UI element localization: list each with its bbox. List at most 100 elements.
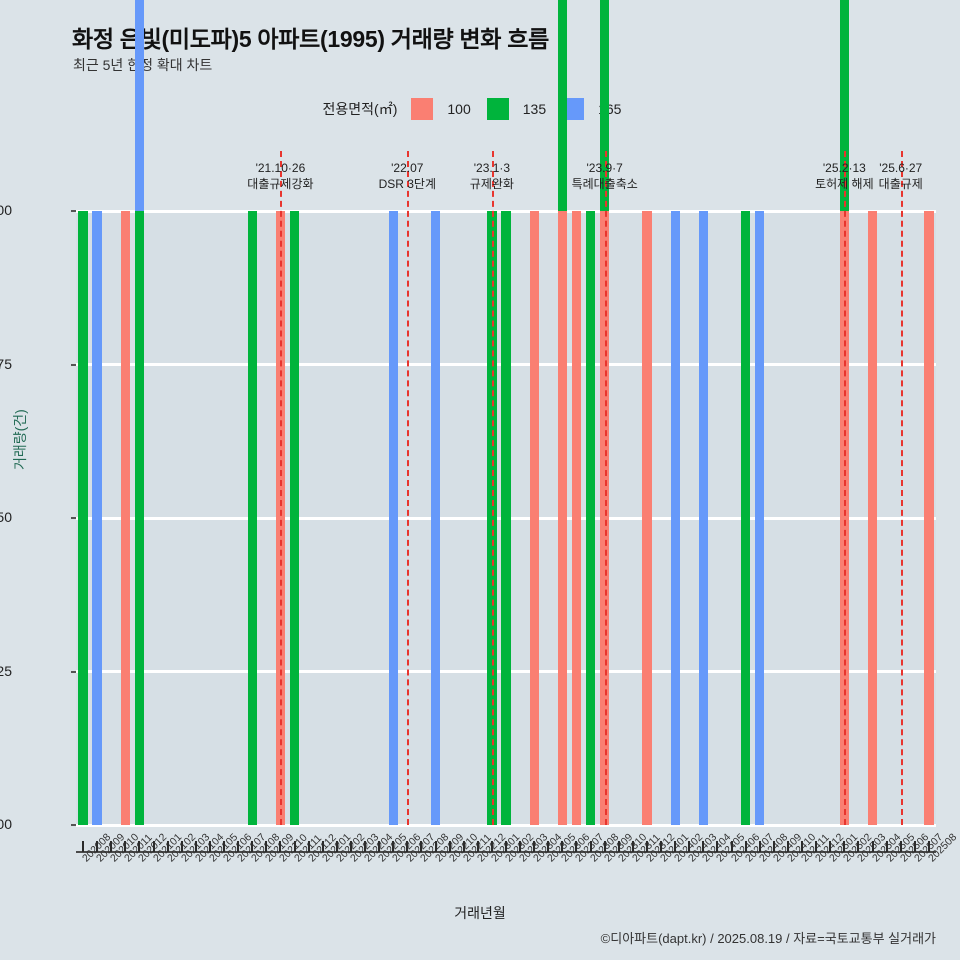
annotation-line-202301 [491, 151, 494, 825]
x-axis-tick-mark [815, 841, 818, 852]
x-axis-tick-mark [434, 841, 437, 852]
x-axis-tick-mark [180, 841, 183, 852]
x-axis-tick-mark [871, 841, 874, 852]
annotation-text: 대출규제강화 [247, 177, 314, 191]
page-title: 화정 은빛(미도파)5 아파트(1995) 거래량 변화 흐름 [72, 26, 549, 52]
x-axis-tick-mark [519, 841, 522, 852]
y-axis-tick-label: 0.25 [0, 662, 12, 679]
x-axis-tick-mark [758, 841, 761, 852]
x-axis-tick-mark [801, 841, 804, 852]
bar-202011-100[interactable] [120, 211, 130, 825]
x-axis-tick-mark [786, 841, 789, 852]
x-axis-tick-mark [420, 841, 423, 852]
x-axis-tick-mark [631, 841, 634, 852]
bar-202502-100[interactable] [839, 211, 849, 825]
x-axis-tick-mark [645, 841, 648, 852]
x-axis-tick-mark [293, 841, 296, 852]
x-axis-tick-mark [505, 841, 507, 852]
bar-202508-100[interactable] [924, 211, 934, 825]
bar-202009-165[interactable] [92, 211, 102, 825]
annotation-text: 특례대출축소 [571, 177, 638, 191]
x-axis-tick-mark [138, 841, 141, 852]
bar-202206-165[interactable] [388, 211, 398, 825]
bar-202008-135[interactable] [78, 211, 88, 825]
x-axis-tick-mark [96, 841, 99, 852]
y-axis-tick-mark [71, 363, 76, 366]
y-axis-tick-label: 0.00 [0, 816, 12, 832]
bar-202108-135[interactable] [247, 211, 257, 825]
bar-202504-100[interactable] [867, 211, 878, 825]
x-axis-tick-mark [603, 841, 606, 852]
x-axis-tick-mark [378, 841, 381, 852]
bar-202304-100[interactable] [529, 211, 539, 825]
x-axis-tick-mark [927, 841, 930, 852]
bar-202309-100[interactable] [600, 211, 610, 825]
bar-202209-165[interactable] [430, 211, 441, 825]
annotation-line-202110 [280, 151, 283, 825]
x-axis-tick-mark [82, 841, 85, 852]
x-axis-tick-mark [364, 841, 367, 852]
annotation-202301: '23.1·3 규제완화 [470, 160, 514, 193]
annotation-line-202207 [407, 151, 410, 825]
bar-202012-135[interactable] [134, 211, 145, 825]
x-axis-tick-mark [448, 841, 451, 852]
x-axis-tick-mark [575, 841, 578, 852]
x-axis-tick-mark [124, 841, 127, 852]
x-axis-tick-mark [265, 841, 268, 852]
bar-202404-165[interactable] [698, 211, 709, 825]
legend-item-135[interactable]: 135 [486, 98, 547, 120]
x-axis-line [76, 851, 936, 853]
bar-202302-135[interactable] [501, 211, 511, 825]
annotation-date: '25.6·27 [879, 161, 923, 175]
x-axis-tick-mark [307, 841, 310, 852]
bar-202408-165[interactable] [755, 211, 765, 825]
bar-202110-100[interactable] [275, 211, 286, 825]
y-axis-tick-label: 1.00 [0, 202, 12, 218]
y-axis-tick-label: 0.50 [0, 509, 12, 525]
bar-202309-135[interactable] [600, 0, 610, 211]
x-axis-tick-mark [716, 841, 719, 852]
x-axis-tick-mark [589, 841, 592, 852]
bar-202306-100[interactable] [557, 211, 568, 825]
x-axis-tick-mark [392, 841, 395, 852]
bar-202301-135[interactable] [487, 211, 497, 825]
x-axis-tick-mark [335, 841, 338, 852]
x-axis-tick-mark [843, 841, 846, 852]
annotation-202502: '25.2·13 토허제 해제 [815, 160, 874, 193]
bar-202307-100[interactable] [571, 211, 582, 825]
legend-item-label: 100 [447, 101, 471, 117]
bar-202402-165[interactable] [670, 211, 680, 825]
bar-202312-100[interactable] [642, 211, 652, 825]
legend: 전용면적(㎡) 100 135 165 [0, 98, 960, 120]
bar-202407-135[interactable] [741, 211, 751, 825]
x-axis-tick-mark [406, 841, 409, 852]
bar-202308-135[interactable] [585, 211, 596, 825]
legend-item-label: 135 [522, 101, 547, 117]
bar-202012-165[interactable] [134, 0, 145, 211]
legend-item-165[interactable]: 165 [562, 98, 621, 120]
y-axis-tick-mark [71, 517, 76, 519]
x-axis-tick-mark [490, 841, 493, 852]
x-axis-tick-mark [349, 841, 352, 852]
x-axis-tick-mark [152, 841, 155, 852]
annotation-text: 대출규제 [878, 177, 923, 191]
bar-202502-135[interactable] [839, 0, 849, 211]
legend-title: 전용면적(㎡) [322, 101, 398, 117]
annotation-date: '25.2·13 [822, 161, 866, 175]
x-axis-tick-mark [476, 841, 479, 852]
x-axis-tick-mark [561, 841, 564, 852]
x-axis-tick-mark [688, 841, 691, 852]
legend-item-100[interactable]: 100 [411, 98, 471, 120]
x-axis-tick-mark [913, 841, 916, 852]
x-axis-tick-mark [702, 841, 705, 852]
x-axis-tick-mark [194, 841, 197, 852]
gridline [76, 823, 936, 827]
annotation-text: 규제완화 [469, 177, 514, 191]
x-axis-label: 거래년월 [454, 905, 506, 921]
y-axis-tick-mark [71, 670, 76, 673]
bar-202111-135[interactable] [289, 211, 300, 825]
x-axis-tick-mark [899, 841, 902, 852]
bar-202306-135[interactable] [557, 0, 568, 211]
annotation-line-202506 [900, 151, 903, 825]
